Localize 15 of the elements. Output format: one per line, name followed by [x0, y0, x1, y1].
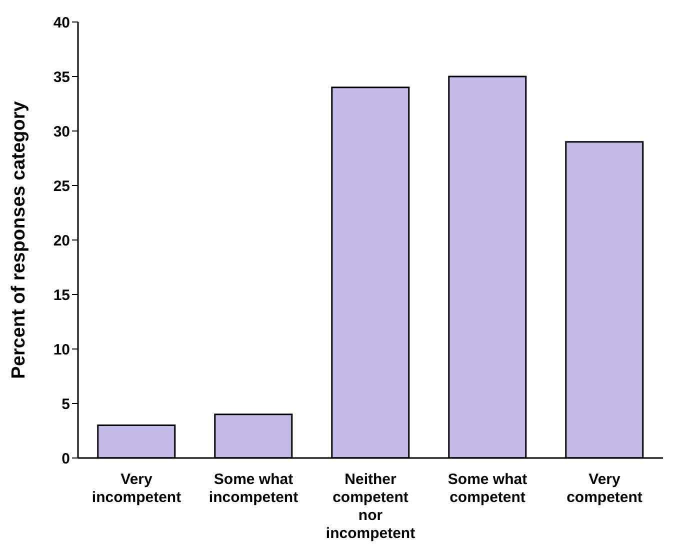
- x-tick-label: Very competent: [566, 471, 642, 506]
- x-tick-label: Neither competent nor incompetent: [326, 471, 416, 542]
- x-tick-label: Some what competent: [448, 471, 528, 506]
- y-tick-label: 30: [53, 123, 70, 140]
- y-tick-label: 10: [53, 341, 70, 358]
- x-tick-label: Very incompetent: [92, 471, 182, 506]
- x-tick-label: Some what incompetent: [208, 471, 298, 506]
- y-tick-label: 20: [53, 232, 70, 250]
- y-tick-label: 40: [53, 14, 70, 32]
- y-tick-label: 35: [53, 68, 70, 86]
- y-tick-label: 15: [53, 286, 70, 304]
- y-tick-label: 0: [62, 450, 70, 468]
- y-axis-title: Percent of responses category: [8, 100, 30, 379]
- y-tick-label: 5: [62, 396, 70, 413]
- y-tick-label: 25: [53, 178, 70, 195]
